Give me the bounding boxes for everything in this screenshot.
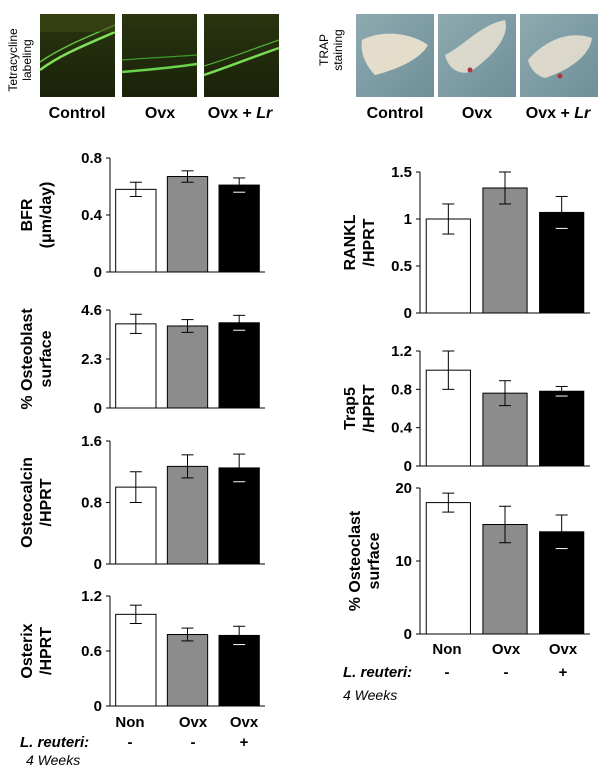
treatment-sign: - — [504, 664, 509, 681]
y-tick-label: 0.4 — [391, 420, 413, 437]
y-tick-label: 0 — [94, 698, 102, 715]
micrograph-trap-ovx — [438, 14, 516, 97]
treatment-sign: - — [191, 734, 196, 751]
tetracycline-caption-ovx-lr: Ovx + Lr — [208, 105, 273, 122]
chart-rankl: 0 0.5 1 1.5 RANKL/HPRT — [342, 164, 590, 322]
y-tick-label: 1.5 — [391, 164, 412, 181]
category-label: Ovx — [492, 641, 521, 658]
category-label: Ovx — [230, 714, 259, 731]
bar-rankl-ovx-1 — [482, 187, 528, 314]
y-tick-label: 20 — [395, 480, 412, 497]
category-label: Ovx — [549, 641, 578, 658]
chart-osteocalcin: 0 0.8 1.6 Osteocalcin/HPRT — [19, 433, 265, 573]
y-tick-label: 0 — [94, 556, 102, 573]
treatment-sign: + — [240, 734, 249, 751]
y-tick-label: 2.3 — [81, 351, 102, 368]
chart-osterix: 0 0.6 1.2 Osterix/HPRT — [19, 588, 265, 715]
treatment-legend-left: Non Ovx Ovx L. reuteri: - - + 4 Weeks — [20, 714, 259, 768]
tetracycline-panel: Tetracycline labeling Control Ovx Ovx + … — [6, 14, 280, 122]
micrograph-trap-control — [356, 14, 434, 97]
y-tick-label: 0.8 — [81, 150, 102, 167]
bar-bfr-non-0 — [115, 188, 157, 273]
y-tick-label: 0 — [404, 305, 412, 322]
bar-osteocalcin-ovx-1 — [166, 465, 209, 565]
bar-rankl-ovx-2 — [539, 211, 585, 314]
y-tick-label: 1.2 — [391, 343, 412, 360]
lreuteri-label: L. reuteri: — [20, 734, 89, 751]
y-tick-label: 0.6 — [81, 643, 102, 660]
bar-bfr-ovx-1 — [166, 176, 209, 273]
trap-panel: TRAP staining Control Ovx Ovx + Lr — [317, 14, 598, 122]
y-tick-label: 4.6 — [81, 302, 102, 319]
y-tick-label: 0 — [404, 458, 412, 475]
y-tick-label: 10 — [395, 553, 412, 570]
y-tick-label: 0 — [94, 400, 102, 417]
bar-osteoblast-ovx-1 — [166, 325, 209, 409]
bar-rankl-non-0 — [425, 218, 471, 314]
trap-side-label-2: staining — [331, 29, 345, 70]
trap-caption-ovx-lr: Ovx + Lr — [526, 105, 591, 122]
bar-trap5-ovx-2 — [539, 390, 585, 467]
micrograph-trap-ovx-lr — [520, 14, 598, 97]
trap-caption-control: Control — [367, 105, 424, 122]
bar-bfr-ovx-2 — [218, 184, 260, 273]
bar-osteocalcin-ovx-2 — [218, 467, 260, 565]
treatment-sign: + — [559, 664, 568, 681]
y-axis-label: /HPRT — [361, 384, 378, 432]
chart-osteoclast: 0 10 20 % Osteoclast surface — [347, 480, 590, 643]
y-tick-label: 1 — [404, 211, 412, 228]
y-tick-label: 0 — [404, 626, 412, 643]
chart-bfr: 0 0.4 0.8 BFR (μm/day) — [19, 150, 265, 281]
bar-osterix-non-0 — [115, 613, 157, 707]
y-tick-label: 0.4 — [81, 207, 103, 224]
y-axis-label: /HPRT — [38, 478, 55, 526]
y-axis-label: Osterix — [19, 623, 36, 678]
y-axis-label: Osteocalcin — [19, 457, 36, 548]
bar-osterix-ovx-1 — [166, 634, 209, 707]
category-label: Non — [432, 641, 461, 658]
treatment-sign: - — [128, 734, 133, 751]
duration-label: 4 Weeks — [343, 687, 397, 703]
y-tick-label: 0 — [94, 264, 102, 281]
y-axis-label: (μm/day) — [38, 182, 55, 249]
y-tick-label: 0.8 — [391, 381, 412, 398]
micrograph-tetracycline-control — [39, 14, 116, 97]
y-axis-label: BFR — [19, 198, 36, 231]
bar-osterix-ovx-2 — [218, 634, 260, 707]
y-axis-label: % Osteoclast — [347, 510, 364, 611]
bar-osteoblast-ovx-2 — [218, 322, 260, 409]
lreuteri-label: L. reuteri: — [343, 664, 412, 681]
y-axis-label: surface — [38, 330, 55, 387]
bar-osteoblast-non-0 — [115, 323, 157, 409]
y-tick-label: 1.2 — [81, 588, 102, 605]
chart-trap5: 0 0.4 0.8 1.2 Trap5/HPRT — [342, 343, 590, 475]
y-axis-label: % Osteoblast — [19, 308, 36, 410]
y-axis-label: /HPRT — [38, 627, 55, 675]
tetracycline-side-label: Tetracycline — [6, 28, 20, 92]
trap-caption-ovx: Ovx — [462, 105, 492, 122]
y-tick-label: 0.8 — [81, 495, 102, 512]
category-label: Ovx — [179, 714, 208, 731]
y-tick-label: 0.5 — [391, 258, 412, 275]
tetracycline-side-label-2: labeling — [20, 39, 34, 80]
treatment-sign: - — [445, 664, 450, 681]
micrograph-tetracycline-ovx-lr — [203, 14, 280, 97]
y-axis-label: surface — [366, 532, 383, 589]
y-axis-label: RANKL — [342, 214, 359, 270]
bar-osteoclast-non-0 — [425, 502, 471, 635]
duration-label: 4 Weeks — [26, 752, 80, 768]
treatment-legend-right: Non Ovx Ovx L. reuteri: - - + 4 Weeks — [343, 641, 578, 703]
y-axis-label: /HPRT — [361, 218, 378, 266]
y-axis-label: Trap5 — [342, 387, 359, 430]
chart-osteoblast: 0 2.3 4.6 % Osteoblast surface — [19, 302, 265, 417]
y-tick-label: 1.6 — [81, 433, 102, 450]
tetracycline-caption-ovx: Ovx — [145, 105, 175, 122]
trap-side-label: TRAP — [317, 34, 331, 66]
micrograph-tetracycline-ovx — [121, 14, 198, 97]
category-label: Non — [115, 714, 144, 731]
tetracycline-caption-control: Control — [49, 105, 106, 122]
